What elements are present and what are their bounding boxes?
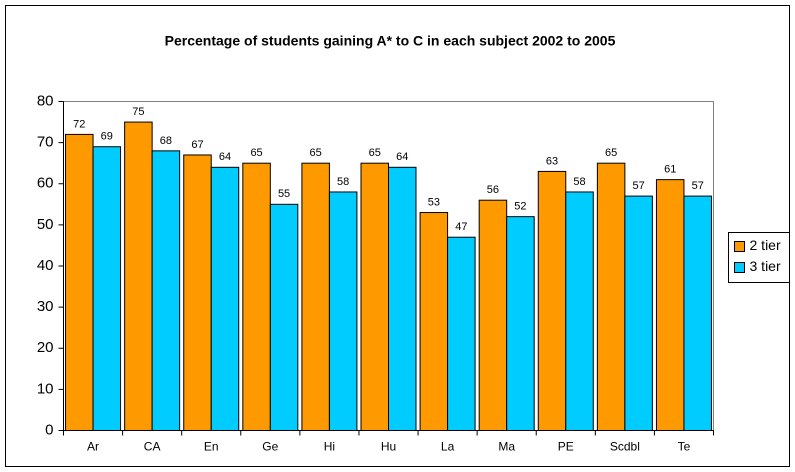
data-label: 64 xyxy=(219,151,231,163)
x-tick-label: Ma xyxy=(498,440,515,454)
data-label: 57 xyxy=(692,180,704,192)
x-tick-label: Te xyxy=(678,440,691,454)
data-label: 64 xyxy=(396,151,408,163)
bar xyxy=(565,191,594,431)
data-label: 58 xyxy=(337,176,349,188)
chart-title: Percentage of students gaining A* to C i… xyxy=(165,33,616,49)
bar xyxy=(328,191,358,431)
data-label: 68 xyxy=(160,135,172,147)
bar xyxy=(624,195,653,431)
y-tick-label: 70 xyxy=(37,134,54,151)
data-label: 65 xyxy=(250,147,262,159)
x-tick-label: Scdbl xyxy=(610,440,640,454)
x-tick-label: CA xyxy=(144,440,161,454)
data-label: 63 xyxy=(546,155,558,167)
data-label: 72 xyxy=(73,118,85,130)
bar xyxy=(210,166,240,432)
x-tick-label: Hi xyxy=(324,440,335,454)
data-label: 53 xyxy=(428,196,440,208)
bar xyxy=(506,216,535,431)
legend-swatch xyxy=(734,262,745,273)
data-label: 47 xyxy=(455,221,467,233)
bar xyxy=(655,179,685,431)
bar xyxy=(151,150,181,431)
data-label: 67 xyxy=(191,139,203,151)
y-tick-label: 80 xyxy=(37,92,54,109)
bar xyxy=(124,121,153,431)
y-tick-label: 30 xyxy=(37,298,54,315)
bar xyxy=(269,203,299,431)
legend-label: 2 tier xyxy=(750,237,781,253)
y-tick-label: 10 xyxy=(37,380,54,397)
data-label: 57 xyxy=(632,180,644,192)
bar xyxy=(65,133,94,431)
legend-box xyxy=(728,232,790,283)
bar xyxy=(388,166,417,432)
y-tick-label: 60 xyxy=(37,175,54,192)
x-tick-label: PE xyxy=(558,440,574,454)
bar xyxy=(301,162,330,431)
bar xyxy=(92,146,122,432)
legend-label: 3 tier xyxy=(750,258,781,274)
bar xyxy=(419,212,449,431)
y-tick-label: 40 xyxy=(37,257,54,274)
data-label: 61 xyxy=(664,164,676,176)
bar xyxy=(537,170,567,431)
bar xyxy=(683,195,712,431)
data-label: 75 xyxy=(132,106,144,118)
bar xyxy=(360,162,389,431)
data-label: 65 xyxy=(369,147,381,159)
x-tick-label: Hu xyxy=(381,440,396,454)
data-label: 56 xyxy=(487,184,499,196)
y-tick-label: 50 xyxy=(37,216,54,233)
x-tick-label: Ar xyxy=(87,440,99,454)
bar xyxy=(183,154,212,431)
x-tick-label: La xyxy=(441,440,455,454)
y-tick-label: 20 xyxy=(37,339,54,356)
data-label: 69 xyxy=(101,131,113,143)
y-tick-label: 0 xyxy=(45,421,53,438)
data-label: 65 xyxy=(310,147,322,159)
data-label: 52 xyxy=(514,201,526,213)
x-tick-label: En xyxy=(204,440,219,454)
bar xyxy=(478,199,508,431)
bar xyxy=(242,162,271,431)
legend-swatch xyxy=(734,241,745,252)
bar xyxy=(447,236,476,431)
data-label: 65 xyxy=(605,147,617,159)
data-label: 55 xyxy=(278,188,290,200)
x-tick-label: Ge xyxy=(262,440,278,454)
data-label: 58 xyxy=(573,176,585,188)
bar xyxy=(596,162,626,431)
